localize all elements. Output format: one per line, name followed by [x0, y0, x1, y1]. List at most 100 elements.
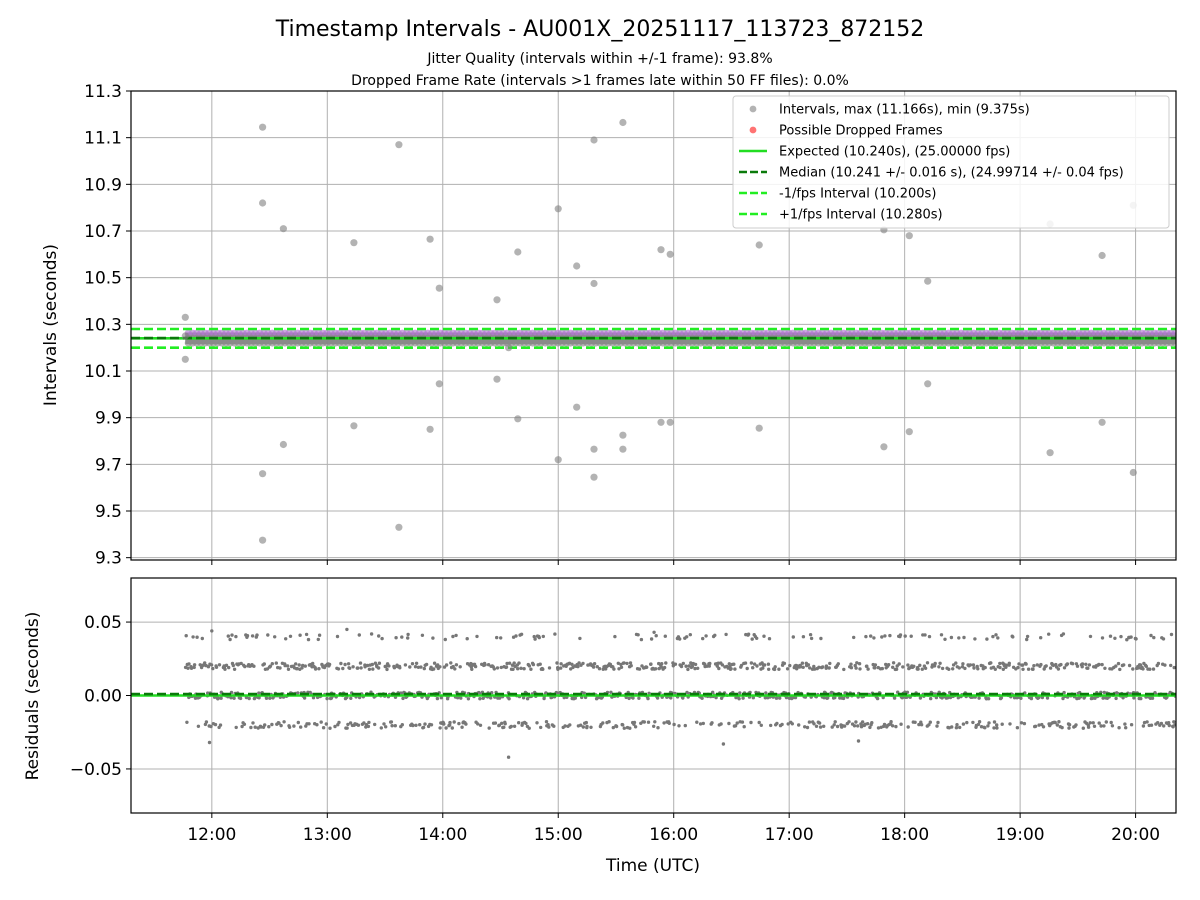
residual-point — [918, 663, 922, 667]
residual-point — [478, 723, 483, 727]
residual-point — [933, 661, 937, 666]
residual-point — [841, 696, 846, 701]
residual-point — [870, 721, 874, 725]
residual-point — [797, 723, 801, 727]
residual-extreme-point — [721, 742, 726, 746]
residual-point — [917, 722, 921, 727]
residual-point — [855, 661, 859, 665]
intervals-outlier-point — [554, 205, 562, 213]
legend-label: +1/fps Interval (10.280s) — [779, 208, 943, 223]
intervals-outlier-point — [350, 422, 358, 430]
residual-point — [336, 667, 341, 671]
residual-point — [601, 721, 605, 725]
residual-point — [717, 666, 721, 671]
residual-point — [421, 725, 426, 730]
residual-point — [998, 665, 1002, 670]
residual-point — [497, 696, 502, 700]
residual-point — [195, 635, 199, 639]
intervals-y-axis-label: Intervals (seconds) — [41, 244, 61, 406]
residual-point — [1114, 696, 1118, 701]
residual-point — [311, 696, 316, 700]
residual-point — [1019, 696, 1023, 700]
residual-point — [448, 720, 452, 725]
residual-point — [912, 664, 916, 668]
residual-point — [216, 696, 220, 700]
intervals-outlier-point — [395, 141, 403, 149]
residual-point — [1025, 637, 1029, 642]
residual-point — [217, 663, 222, 667]
intervals-outlier-point — [395, 523, 403, 531]
intervals-ytick-label-4: 10.1 — [84, 362, 122, 382]
residual-point — [733, 724, 738, 728]
residual-point — [628, 661, 633, 665]
residual-point — [475, 634, 479, 639]
residuals-ytick-label-2: 0.05 — [84, 613, 122, 633]
residual-point — [283, 663, 287, 668]
residual-point — [495, 635, 499, 640]
residual-point — [923, 633, 927, 637]
intervals-outlier-point — [1098, 251, 1106, 260]
residual-point — [563, 724, 567, 728]
residual-point — [616, 661, 620, 665]
residual-point — [684, 664, 688, 668]
residual-point — [1131, 667, 1135, 671]
residual-point — [940, 666, 945, 671]
intervals-outlier-point — [619, 431, 627, 439]
intervals-outlier-point — [1129, 468, 1137, 477]
residual-point — [1011, 635, 1015, 639]
residual-point — [961, 722, 966, 726]
residual-point — [535, 721, 539, 725]
residual-point — [525, 697, 530, 701]
residual-point — [950, 725, 954, 729]
residual-point — [213, 722, 218, 727]
residual-point — [424, 662, 429, 667]
residual-point — [937, 665, 941, 669]
residual-point — [337, 720, 341, 725]
residual-point — [410, 662, 415, 666]
residual-point — [688, 633, 692, 637]
residual-extreme-point — [210, 629, 214, 633]
residual-point — [529, 667, 533, 671]
residual-point — [503, 722, 507, 726]
residual-point — [1088, 721, 1092, 725]
residual-point — [785, 667, 790, 671]
residual-point — [1142, 720, 1147, 725]
residual-point — [645, 665, 649, 669]
residual-point — [416, 665, 421, 669]
residual-point — [1156, 721, 1160, 725]
residual-point — [203, 661, 207, 665]
residual-point — [817, 665, 821, 669]
residual-point — [828, 661, 832, 666]
residual-point — [457, 721, 461, 726]
residual-point — [585, 724, 589, 729]
residual-point — [625, 661, 629, 666]
residual-point — [749, 661, 754, 665]
residual-point — [499, 665, 503, 670]
residual-point — [849, 662, 853, 666]
residual-point — [995, 726, 999, 730]
residuals-xtick-label-7: 19:00 — [996, 825, 1045, 845]
residual-point — [500, 721, 504, 725]
residual-point — [927, 634, 932, 639]
legend-box — [732, 95, 1170, 229]
residual-point — [192, 665, 196, 670]
intervals-outlier-point — [657, 418, 665, 426]
residual-point — [1062, 666, 1067, 670]
residual-point — [559, 662, 563, 666]
residual-point — [1169, 632, 1174, 637]
residual-point — [976, 722, 981, 727]
residual-point — [1057, 720, 1061, 724]
residual-point — [449, 661, 453, 665]
residual-point — [413, 665, 418, 669]
residual-point — [423, 722, 427, 726]
residual-point — [223, 667, 227, 671]
residual-point — [398, 666, 402, 670]
residual-point — [971, 720, 975, 725]
residual-point — [204, 720, 209, 724]
residual-point — [822, 724, 826, 728]
residual-point — [492, 667, 496, 671]
residual-point — [854, 720, 858, 724]
residual-point — [1059, 662, 1063, 667]
residual-point — [996, 636, 1000, 640]
